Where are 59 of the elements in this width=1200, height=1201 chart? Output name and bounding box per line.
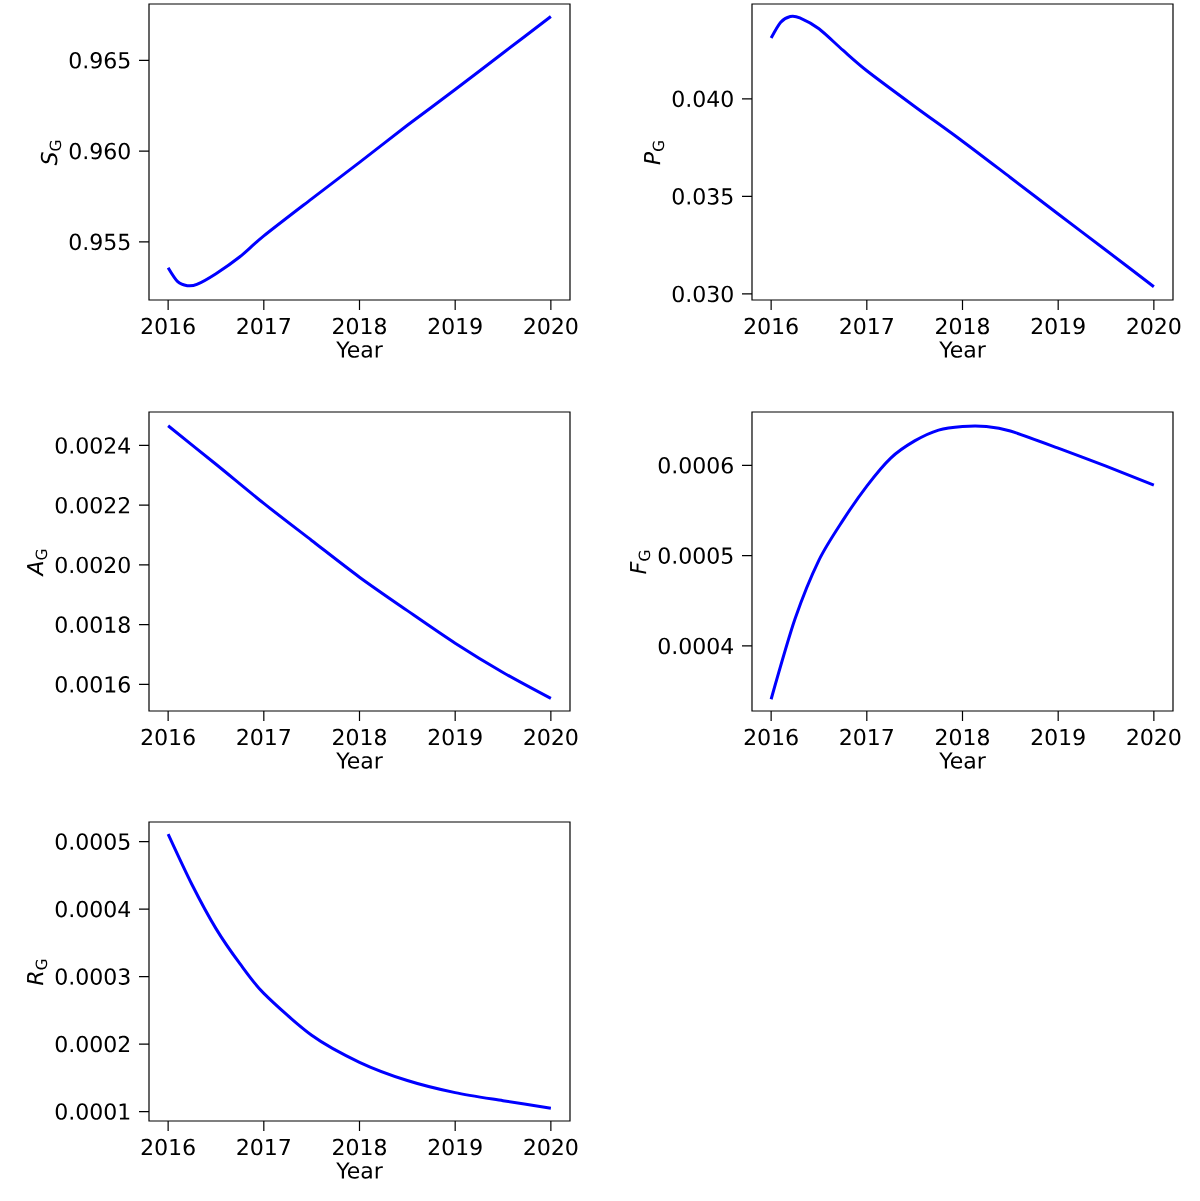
y-axis-title: P$_{G}$ — [644, 141, 665, 165]
x-tick-label: 2016 — [744, 317, 798, 335]
x-axis-title: Year — [939, 752, 986, 769]
x-tick-label: 2017 — [840, 317, 893, 335]
line-series — [166, 15, 553, 288]
x-tick-label: 2018 — [936, 317, 989, 335]
line-series — [166, 832, 553, 1110]
y-tick-label: 0.0006 — [658, 456, 733, 474]
y-axis-title: A$_{G}$ — [27, 549, 48, 577]
x-tick-label: 2020 — [524, 317, 578, 335]
x-tick-label: 2020 — [524, 728, 578, 746]
line-series — [166, 424, 553, 700]
x-axis-title: Year — [939, 341, 986, 358]
x-tick-label: 2019 — [1031, 317, 1085, 335]
y-tick-label: 0.0016 — [55, 676, 130, 693]
y-tick-label: 0.0004 — [55, 900, 131, 918]
x-axis-title: Year — [336, 752, 383, 769]
x-axis-title: Year — [336, 341, 383, 358]
x-tick-label: 2019 — [1031, 728, 1085, 746]
line-series — [769, 14, 1156, 289]
x-tick-label: 2018 — [333, 1138, 386, 1156]
y-tick-label: 0.040 — [672, 90, 733, 108]
x-tick-label: 2016 — [141, 728, 195, 746]
y-tick-label: 0.0024 — [55, 437, 131, 454]
y-tick-label: 0.0005 — [55, 833, 130, 850]
x-tick-label: 2019 — [428, 317, 482, 335]
y-axis-title: S$_{G}$ — [40, 140, 62, 166]
x-tick-label: 2019 — [428, 1138, 482, 1156]
y-tick-label: 0.965 — [69, 51, 130, 69]
y-tick-label: 0.0005 — [658, 547, 733, 564]
y-tick-label: 0.0001 — [55, 1103, 130, 1120]
y-tick-label: 0.0022 — [55, 496, 130, 514]
x-tick-label: 2019 — [428, 728, 482, 746]
x-tick-label: 2020 — [1127, 728, 1181, 746]
y-axis-title: F$_{G}$ — [630, 550, 651, 574]
x-tick-label: 2018 — [333, 317, 386, 335]
y-tick-label: 0.0002 — [55, 1035, 130, 1053]
x-tick-label: 2020 — [1127, 317, 1181, 335]
y-tick-label: 0.030 — [672, 285, 733, 303]
y-tick-label: 0.0004 — [658, 637, 734, 655]
x-tick-label: 2020 — [524, 1138, 578, 1156]
x-tick-label: 2016 — [141, 317, 195, 335]
y-tick-label: 0.0003 — [55, 968, 130, 985]
x-axis-title: Year — [336, 1162, 383, 1179]
y-tick-label: 0.960 — [69, 142, 130, 160]
x-tick-label: 2017 — [237, 1138, 290, 1156]
y-tick-label: 0.0018 — [55, 616, 130, 633]
x-tick-label: 2017 — [237, 728, 290, 746]
x-tick-label: 2018 — [333, 728, 386, 746]
y-tick-label: 0.0020 — [55, 556, 130, 574]
x-tick-label: 2017 — [840, 728, 893, 746]
y-tick-label: 0.035 — [672, 188, 733, 205]
x-tick-label: 2016 — [141, 1138, 195, 1156]
line-series — [769, 424, 1156, 701]
x-tick-label: 2016 — [744, 728, 798, 746]
x-tick-label: 2017 — [237, 317, 290, 335]
y-tick-label: 0.955 — [69, 233, 130, 251]
x-tick-label: 2018 — [936, 728, 989, 746]
y-axis-title: R$_{G}$ — [27, 959, 48, 985]
